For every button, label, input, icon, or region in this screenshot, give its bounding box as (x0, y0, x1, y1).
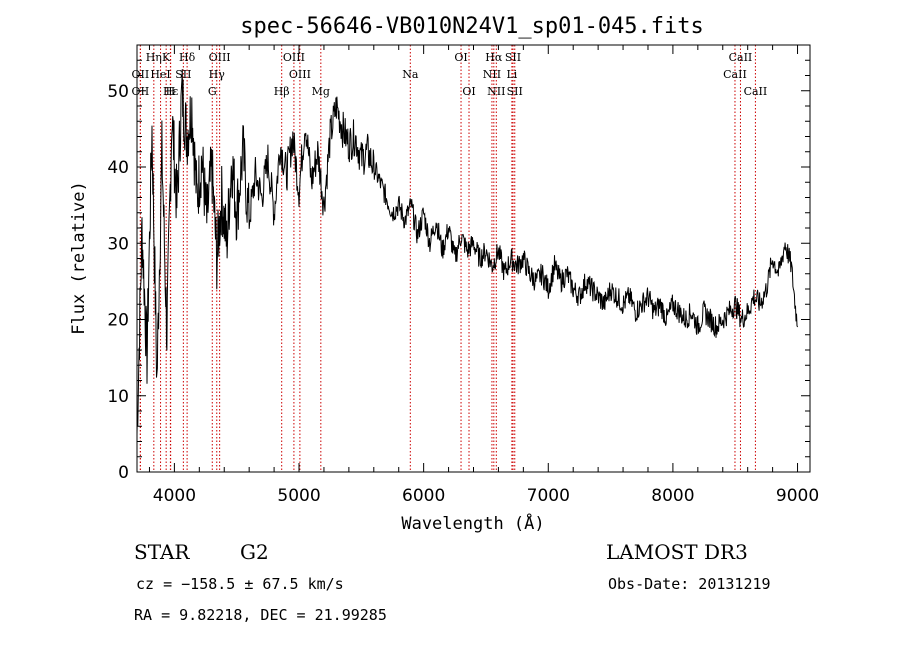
x-tick-label: 4000 (153, 486, 196, 506)
x-tick-label: 9000 (776, 486, 819, 506)
line-marker-label-11: SII (175, 68, 191, 81)
line-marker-label-25: NII (487, 85, 505, 98)
info-panel: STAR G2 LAMOST DR3 cz = −158.5 ± 67.5 km… (134, 540, 771, 624)
line-marker-label-15: NII (483, 68, 501, 81)
y-tick-label: 30 (107, 234, 129, 254)
line-marker-label-0: Hη (146, 51, 162, 64)
line-marker-label-1: K (162, 51, 171, 64)
x-tick-label: 5000 (277, 486, 320, 506)
line-marker-label-4: OIII (283, 51, 305, 64)
line-marker-label-12: Hγ (209, 68, 226, 81)
x-axis-ticks: 4000 5000 6000 7000 8000 9000 (148, 45, 819, 506)
x-tick-label: 7000 (527, 486, 570, 506)
object-class: STAR (134, 540, 190, 564)
line-marker-label-10: HeI (150, 68, 170, 81)
observation-date: Obs-Date: 20131219 (608, 575, 771, 593)
y-tick-label: 50 (107, 82, 129, 102)
y-axis-ticks: 0 10 20 30 40 50 (107, 44, 810, 483)
line-marker-label-20: H (166, 85, 176, 98)
line-marker-label-17: CaII (723, 68, 747, 81)
y-tick-label: 40 (107, 158, 129, 178)
x-tick-label: 8000 (651, 486, 694, 506)
object-subclass: G2 (240, 540, 269, 564)
line-marker-label-7: SII (505, 51, 521, 64)
x-tick-label: 6000 (402, 486, 445, 506)
line-marker-label-6: Hα (485, 51, 503, 64)
line-marker-label-24: OI (462, 85, 475, 98)
line-marker-label-26: SII (507, 85, 523, 98)
y-tick-label: 0 (118, 463, 129, 483)
x-axis-label: Wavelength (Å) (401, 512, 544, 534)
line-marker-label-19: Hε (163, 85, 179, 98)
line-marker-label-14: Na (402, 68, 419, 81)
line-marker-label-8: CaII (729, 51, 753, 64)
line-marker-label-18: OII (132, 85, 150, 98)
y-axis-label: Flux (relative) (69, 181, 89, 335)
line-marker-label-5: OI (454, 51, 467, 64)
survey-name: LAMOST DR3 (606, 540, 748, 564)
line-marker-label-23: Mg (312, 85, 330, 98)
y-tick-label: 10 (107, 387, 129, 407)
line-marker-label-3: OIII (209, 51, 231, 64)
plot-frame (136, 44, 811, 473)
spectrum-line (136, 69, 798, 435)
line-marker-label-9: OII (132, 68, 150, 81)
redshift-velocity: cz = −158.5 ± 67.5 km/s (136, 575, 344, 593)
chart-title: spec-56646-VB010N24V1_sp01-045.fits (240, 14, 704, 39)
y-tick-label: 20 (107, 311, 129, 331)
line-marker-label-27: CaII (744, 85, 768, 98)
line-marker-layer (139, 45, 756, 472)
coordinates: RA = 9.82218, DEC = 21.99285 (134, 606, 387, 624)
line-marker-label-22: Hβ (274, 85, 290, 98)
line-marker-label-21: G (208, 85, 217, 98)
line-marker-label-2: Hδ (179, 51, 196, 64)
line-marker-label-13: OIII (289, 68, 311, 81)
line-marker-label-16: Li (506, 68, 517, 81)
